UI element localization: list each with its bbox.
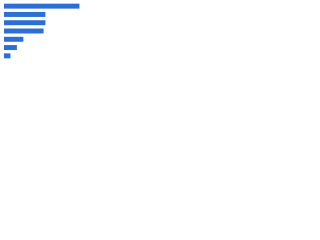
background [0,0,100,71]
bar [4,36,24,42]
bar [4,28,44,34]
bar [4,20,46,26]
chart [0,0,100,71]
bar [4,3,80,9]
page: (() => { const data = JSON.parse(documen… [0,0,320,71]
bar [4,11,46,17]
bar [4,45,17,51]
bar [4,53,11,59]
